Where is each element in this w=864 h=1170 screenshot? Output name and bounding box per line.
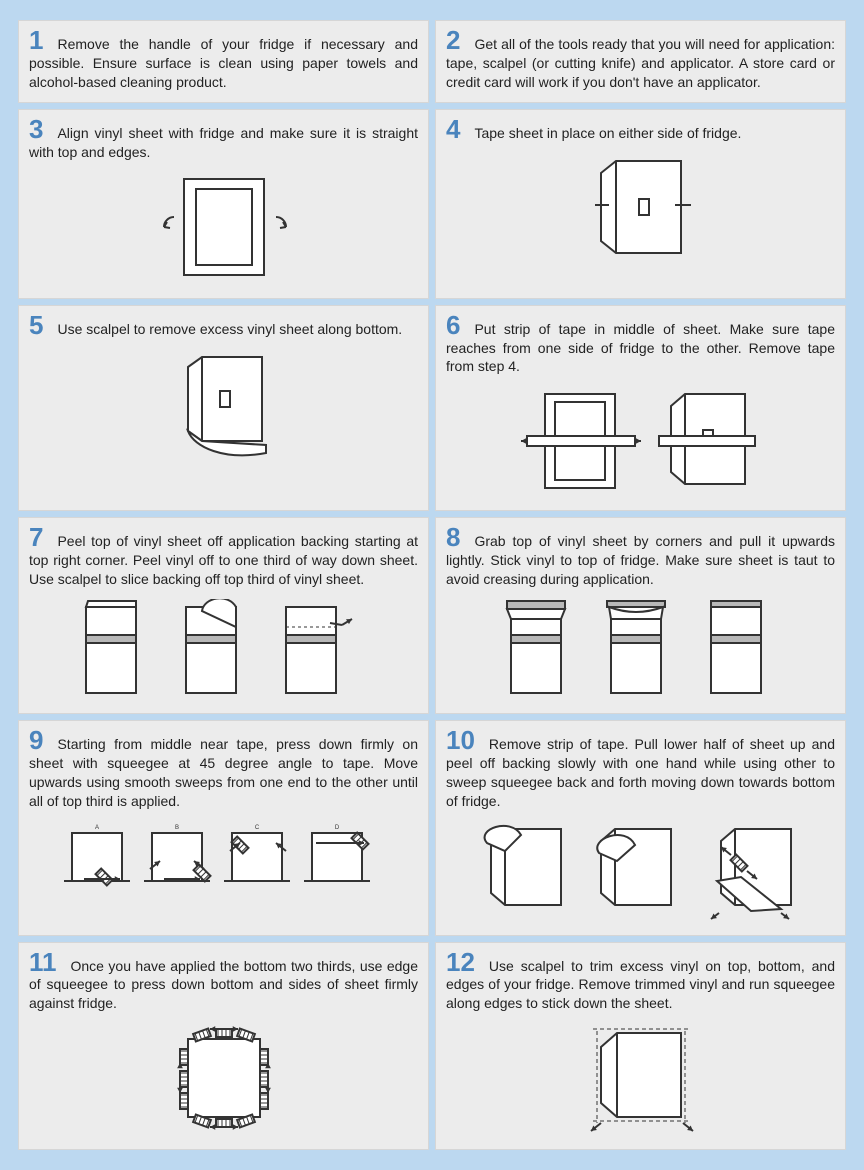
instructions-grid: 1Remove the handle of your fridge if nec…	[18, 20, 846, 1150]
step-8: 8Grab top of vinyl sheet by corners and …	[435, 517, 846, 714]
step-number: 2	[446, 27, 460, 53]
step-number: 11	[29, 949, 57, 975]
step-text: Grab top of vinyl sheet by corners and p…	[446, 524, 835, 589]
step-diagram	[29, 1013, 418, 1139]
step-text: Remove the handle of your fridge if nece…	[29, 27, 418, 92]
step-text: Use scalpel to trim excess vinyl on top,…	[446, 949, 835, 1014]
step-3: 3Align vinyl sheet with fridge and make …	[18, 109, 429, 299]
step-diagram	[446, 143, 835, 267]
step-1: 1Remove the handle of your fridge if nec…	[18, 20, 429, 103]
step-number: 5	[29, 312, 43, 338]
step-text: Tape sheet in place on either side of fr…	[446, 116, 835, 143]
svg-text:B: B	[174, 825, 178, 831]
step-11: 11Once you have applied the bottom two t…	[18, 942, 429, 1151]
step-text: Get all of the tools ready that you will…	[446, 27, 835, 92]
step-diagram	[29, 589, 418, 703]
step-4: 4Tape sheet in place on either side of f…	[435, 109, 846, 299]
step-diagram	[29, 339, 418, 473]
svg-text:A: A	[94, 825, 98, 831]
step-number: 4	[446, 116, 460, 142]
step-diagram	[446, 589, 835, 703]
step-number: 12	[446, 949, 475, 975]
step-number: 8	[446, 524, 460, 550]
step-diagram	[29, 161, 418, 285]
step-12: 12Use scalpel to trim excess vinyl on to…	[435, 942, 846, 1151]
step-text: Align vinyl sheet with fridge and make s…	[29, 116, 418, 162]
step-2: 2Get all of the tools ready that you wil…	[435, 20, 846, 103]
svg-text:C: C	[254, 825, 259, 831]
step-text: Put strip of tape in middle of sheet. Ma…	[446, 312, 835, 377]
step-text: Remove strip of tape. Pull lower half of…	[446, 727, 835, 811]
step-text: Once you have applied the bottom two thi…	[29, 949, 418, 1014]
step-text: Starting from middle near tape, press do…	[29, 727, 418, 811]
step-number: 6	[446, 312, 460, 338]
step-number: 1	[29, 27, 43, 53]
step-diagram	[446, 811, 835, 925]
step-5: 5Use scalpel to remove excess vinyl shee…	[18, 305, 429, 512]
step-7: 7Peel top of vinyl sheet off application…	[18, 517, 429, 714]
step-10: 10Remove strip of tape. Pull lower half …	[435, 720, 846, 936]
step-number: 3	[29, 116, 43, 142]
step-diagram	[446, 376, 835, 500]
step-text: Use scalpel to remove excess vinyl sheet…	[29, 312, 418, 339]
step-diagram: A B C D	[29, 811, 418, 905]
step-number: 7	[29, 524, 43, 550]
svg-text:D: D	[334, 825, 339, 831]
step-9: 9Starting from middle near tape, press d…	[18, 720, 429, 936]
step-number: 9	[29, 727, 43, 753]
step-number: 10	[446, 727, 475, 753]
step-6: 6Put strip of tape in middle of sheet. M…	[435, 305, 846, 512]
step-text: Peel top of vinyl sheet off application …	[29, 524, 418, 589]
step-diagram	[446, 1013, 835, 1139]
